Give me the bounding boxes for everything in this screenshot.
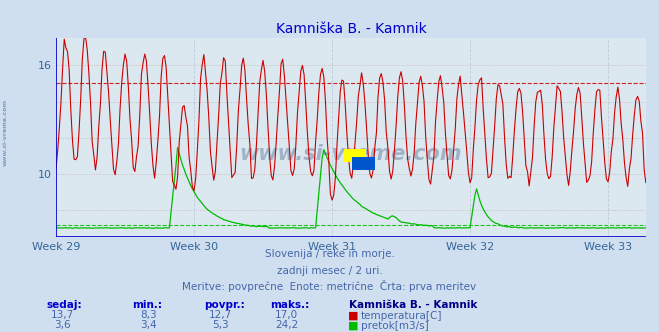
Text: 12,7: 12,7 (209, 310, 233, 320)
Text: pretok[m3/s]: pretok[m3/s] (361, 321, 429, 331)
Text: 3,4: 3,4 (140, 320, 157, 330)
Text: 13,7: 13,7 (51, 310, 74, 320)
Text: 3,6: 3,6 (54, 320, 71, 330)
Text: Kamniška B. - Kamnik: Kamniška B. - Kamnik (349, 300, 478, 310)
FancyBboxPatch shape (343, 149, 366, 162)
FancyBboxPatch shape (353, 157, 375, 170)
Title: Kamniška B. - Kamnik: Kamniška B. - Kamnik (275, 22, 426, 36)
Text: maks.:: maks.: (270, 300, 310, 310)
Text: 5,3: 5,3 (212, 320, 229, 330)
Text: sedaj:: sedaj: (46, 300, 82, 310)
Text: 8,3: 8,3 (140, 310, 157, 320)
Text: www.si-vreme.com: www.si-vreme.com (240, 144, 462, 164)
Text: min.:: min.: (132, 300, 162, 310)
Text: temperatura[C]: temperatura[C] (361, 311, 443, 321)
Text: 17,0: 17,0 (275, 310, 299, 320)
Text: ■: ■ (348, 321, 358, 331)
Text: 24,2: 24,2 (275, 320, 299, 330)
Text: povpr.:: povpr.: (204, 300, 245, 310)
Text: zadnji mesec / 2 uri.: zadnji mesec / 2 uri. (277, 266, 382, 276)
Text: www.si-vreme.com: www.si-vreme.com (3, 99, 8, 166)
Text: Slovenija / reke in morje.: Slovenija / reke in morje. (264, 249, 395, 259)
Text: ■: ■ (348, 311, 358, 321)
Text: Meritve: povprečne  Enote: metrične  Črta: prva meritev: Meritve: povprečne Enote: metrične Črta:… (183, 281, 476, 292)
